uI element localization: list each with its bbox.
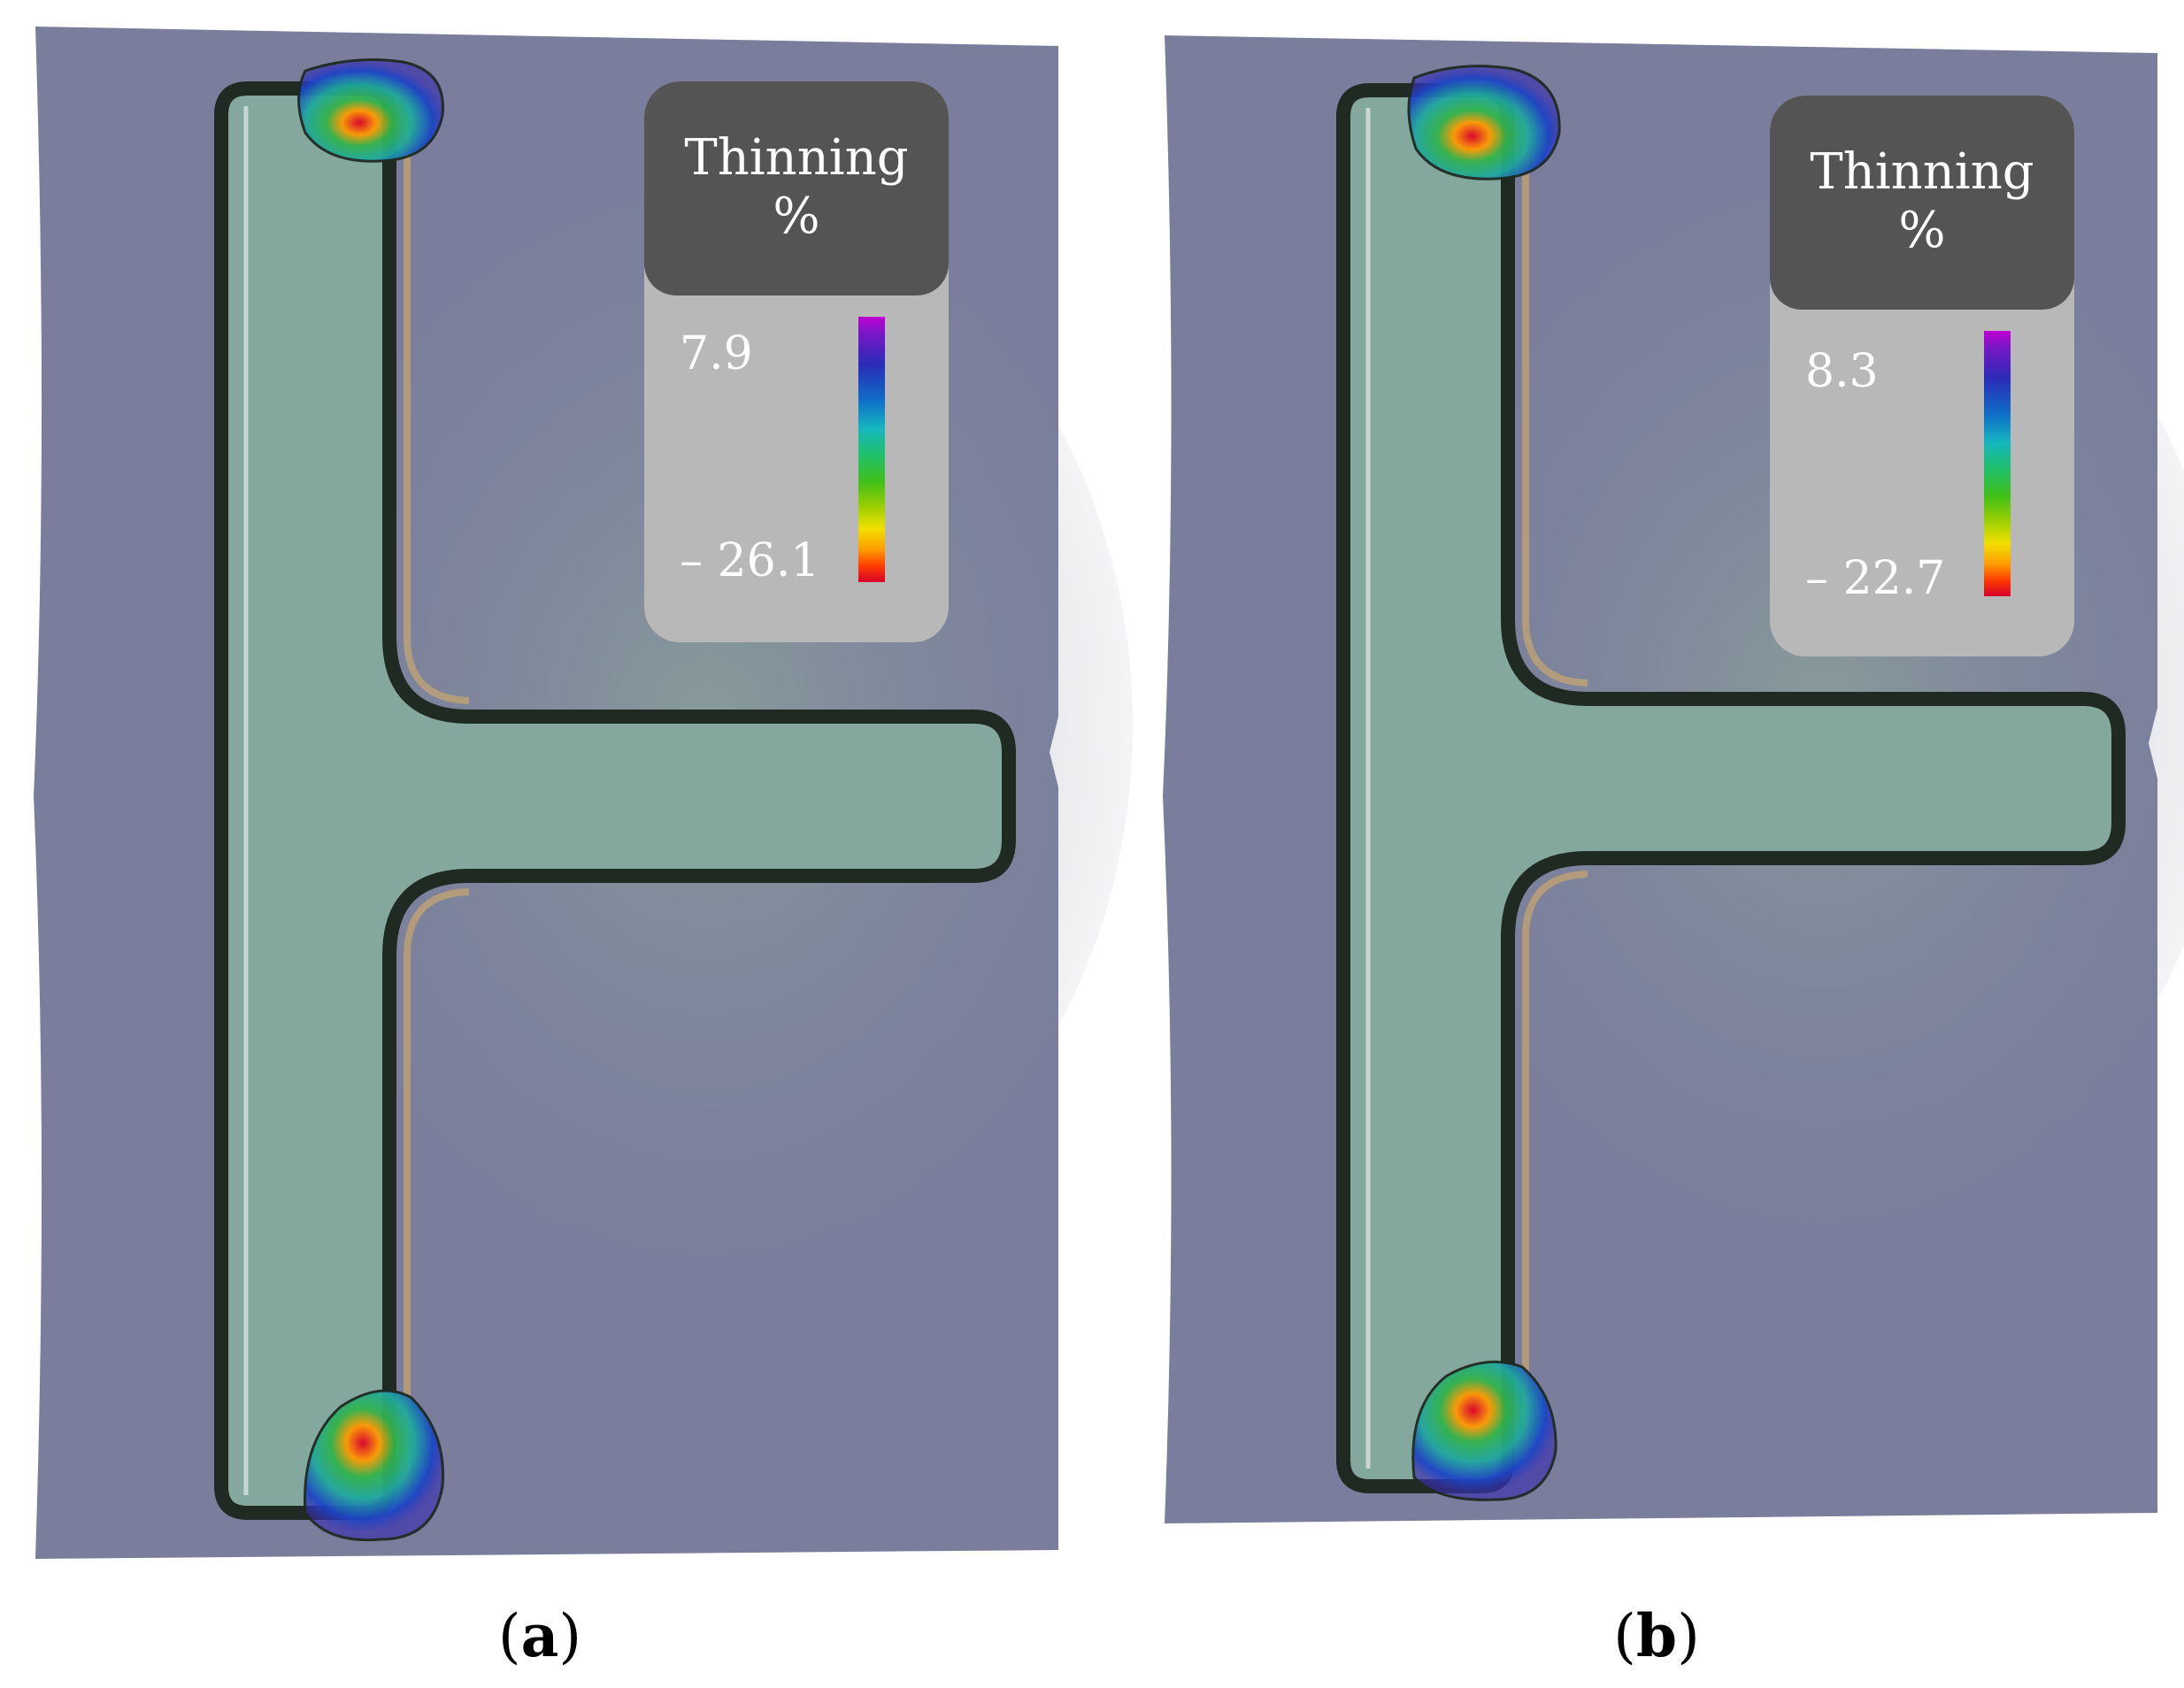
panel-b-colorbar <box>1984 331 2011 596</box>
panel-b-caption-close: ) <box>1677 1602 1700 1670</box>
panel-b-legend-title-line2: % <box>1898 202 1946 259</box>
panel-a-plot <box>34 27 1133 1559</box>
panel-a-channel <box>214 81 1016 1520</box>
panel-b-caption-letter: b <box>1635 1601 1678 1670</box>
panel-a-legend-title-line1: Thinning <box>684 129 909 187</box>
panel-a-caption-open: ( <box>497 1602 521 1670</box>
panel-a-caption-close: ) <box>558 1602 582 1670</box>
panel-b-caption: (b) <box>1613 1601 1700 1670</box>
panel-a-legend-title-line2: % <box>773 188 820 245</box>
panel-b-caption-open: ( <box>1613 1602 1636 1670</box>
panel-a-hotspot-bottom <box>304 1389 445 1542</box>
panel-a-legend-min: – 26.1 <box>680 534 820 587</box>
panel-b-channel <box>1336 83 2126 1493</box>
panel-b-legend: Thinning % 8.3 – 22.7 <box>1770 96 2074 656</box>
panel-a-hotspot-top <box>297 58 444 163</box>
panel-b-legend-min: – 22.7 <box>1805 552 1946 605</box>
panel-a-legend-title: Thinning % <box>644 81 949 295</box>
panel-a-caption-letter: a <box>520 1601 559 1670</box>
panel-b-hotspot-bottom <box>1411 1360 1557 1501</box>
panel-b-legend-max: 8.3 <box>1805 345 1879 398</box>
panel-a-caption: (a) <box>498 1601 581 1670</box>
panel-a-legend: Thinning % 7.9 – 26.1 <box>644 81 949 642</box>
panel-b-hotspot-top <box>1407 65 1561 180</box>
panel-b-legend-title: Thinning % <box>1770 96 2074 310</box>
panel-a-colorbar <box>858 317 885 582</box>
panel-a-legend-max: 7.9 <box>680 327 753 380</box>
panel-b-legend-title-line1: Thinning <box>1810 143 2034 201</box>
